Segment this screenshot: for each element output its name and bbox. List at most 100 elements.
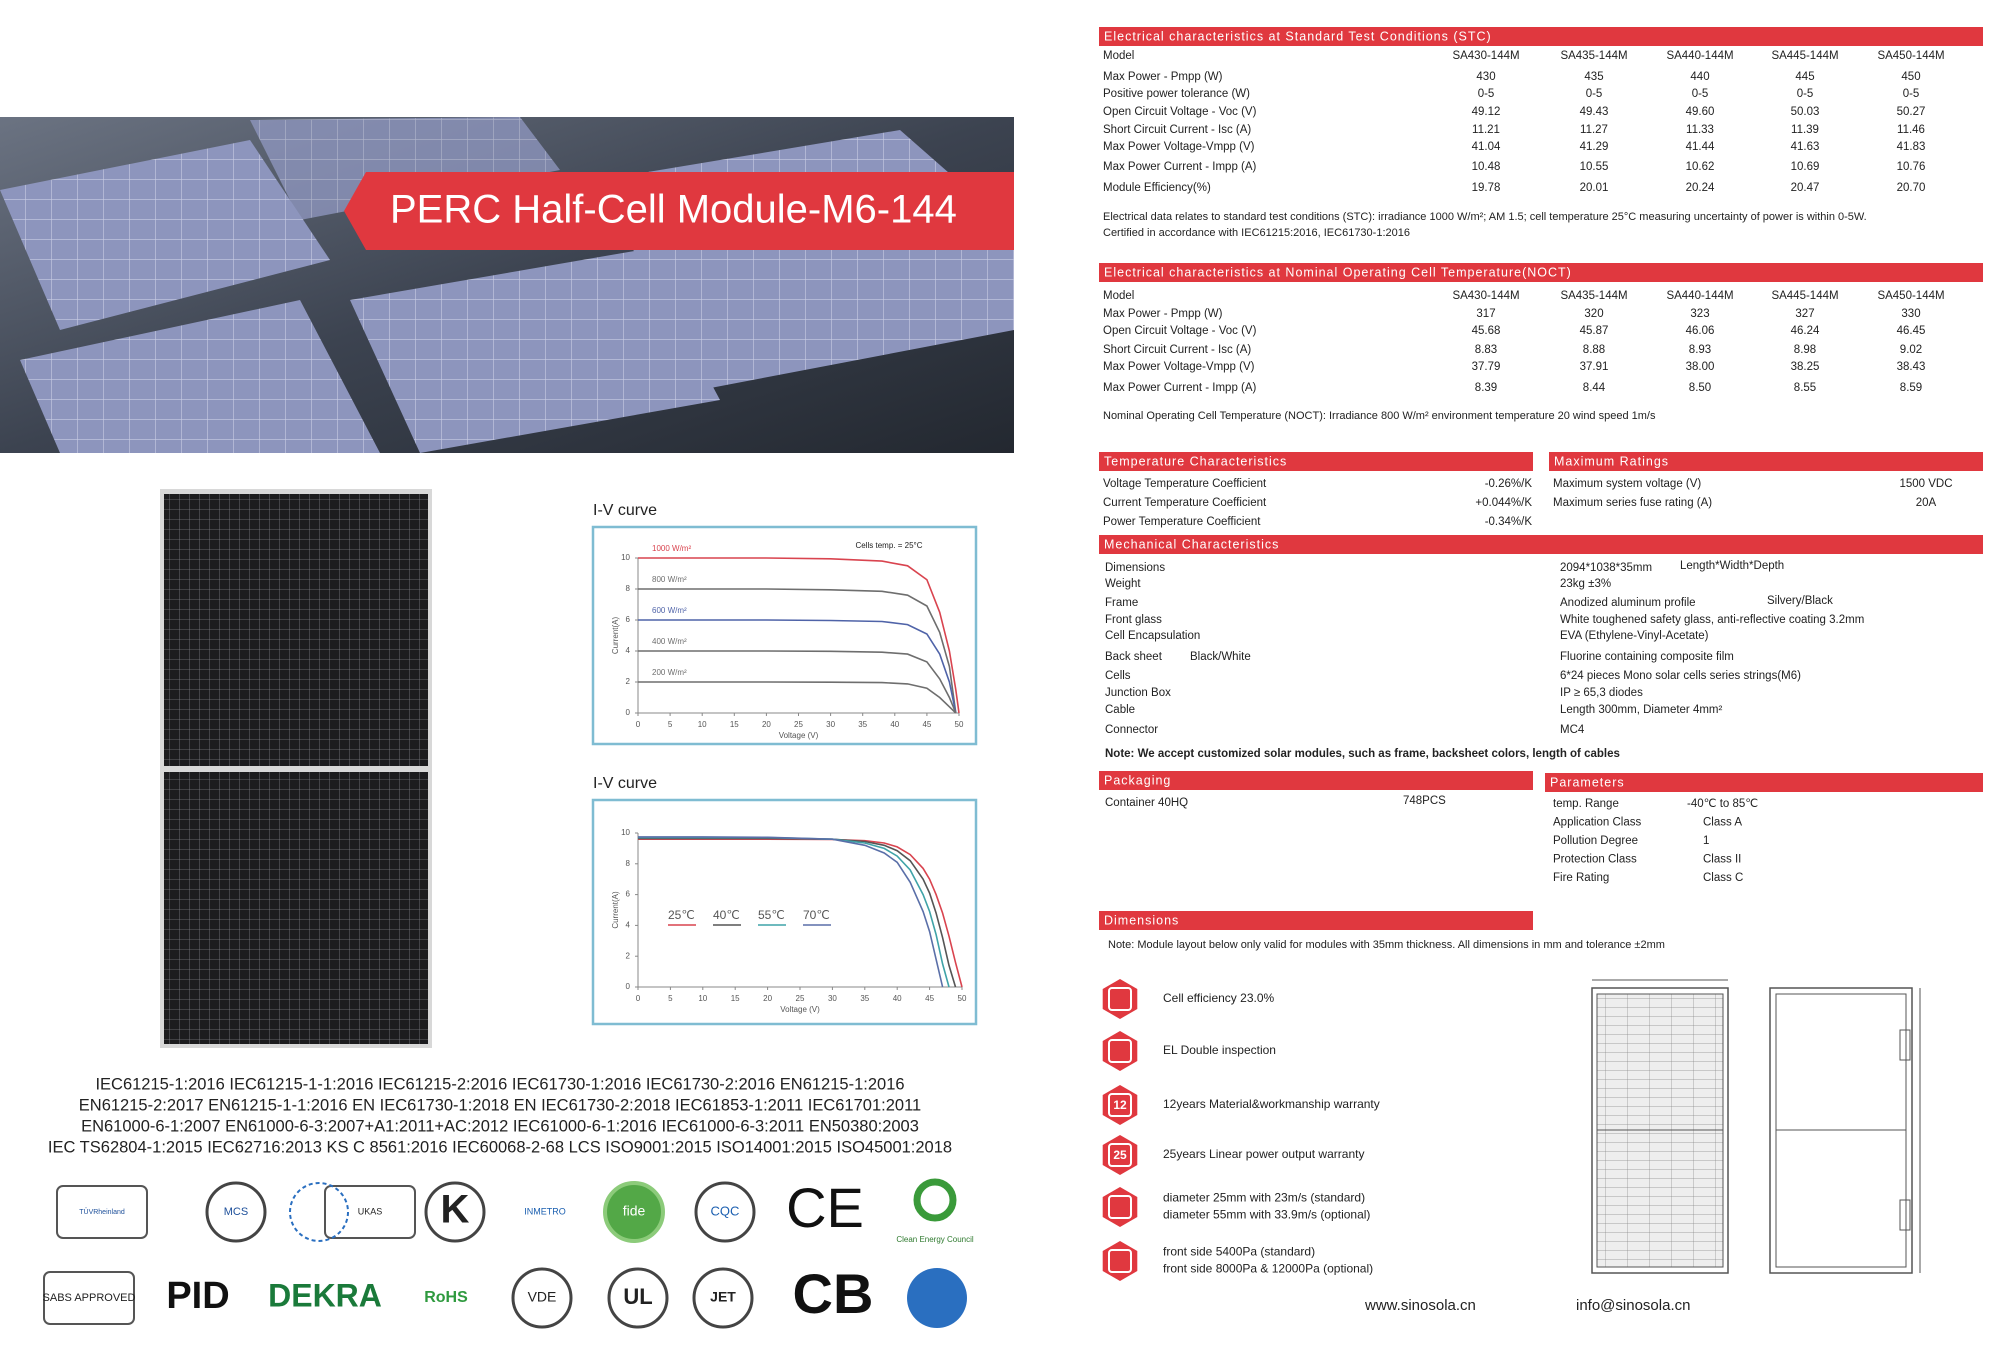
x-tick-label: 20 [762,720,771,729]
logo: K [441,1188,470,1232]
x-tick-label: 45 [925,994,934,1003]
row-label: Cable [1105,704,1135,716]
table-cell: SA430-144M [1452,50,1519,62]
logo: PID [166,1275,229,1317]
y-tick-label: 10 [621,553,630,562]
feature-icon [1102,979,1138,1019]
table-cell: White toughened safety glass, anti-refle… [1560,614,1864,626]
y-tick-label: 10 [621,828,630,837]
y-tick-label: 2 [626,677,631,686]
table-cell: 38.43 [1897,361,1926,373]
section-header [1099,263,1983,282]
row-label: Frame [1105,597,1138,609]
row-label: Model [1103,50,1134,62]
photo [0,117,1014,453]
table-cell: 50.27 [1897,106,1926,118]
table-cell: Length*Width*Depth [1680,560,1784,572]
row-note: Black/White [1190,651,1251,663]
section-title: Electrical characteristics at Nominal Op… [1104,265,1572,279]
feature-text: 25years Linear power output warranty [1163,1147,1364,1161]
y-tick-label: 6 [626,615,631,624]
row-label: Application Class [1553,817,1641,829]
table-cell: Class II [1703,854,1741,866]
table-cell: 8.98 [1794,344,1816,356]
legend-label: 200 W/m² [652,668,687,677]
logo-frame [603,1181,665,1243]
curve [638,681,957,714]
banner-title: PERC Half-Cell Module-M6-144 [390,188,957,232]
table-cell: 11.39 [1791,124,1819,136]
table-cell: -40℃ to 85℃ [1687,798,1758,810]
note: Note: We accept customized solar modules… [1105,748,1620,760]
footer-website: www.sinosola.cn [1364,1297,1476,1314]
table-cell: 10.76 [1897,161,1926,173]
table-cell: EVA (Ethylene-Vinyl-Acetate) [1560,630,1709,642]
x-tick-label: 0 [636,994,641,1003]
curve [638,588,957,714]
x-tick-label: 45 [922,720,931,729]
row-label: Power Temperature Coefficient [1103,516,1261,528]
section-title: Maximum Ratings [1554,454,1669,468]
chart-frame [591,525,978,746]
table-cell: 9.02 [1900,344,1922,356]
table-cell: 8.59 [1900,382,1922,394]
table-cell: Fluorine containing composite film [1560,651,1734,663]
table-cell: 440 [1690,71,1709,83]
curve [638,836,944,988]
table-cell: 46.24 [1791,325,1820,337]
table-cell: 0-5 [1478,88,1495,100]
row-label: Max Power Current - Impp (A) [1103,382,1257,394]
table-cell: SA440-144M [1666,50,1733,62]
y-tick-label: 6 [626,890,631,899]
table-cell: 20.70 [1897,182,1926,194]
table-cell: 41.29 [1580,141,1609,153]
table-cell: 46.45 [1897,325,1926,337]
feature-text: Cell efficiency 23.0% [1163,991,1275,1005]
table-cell: 435 [1584,71,1603,83]
table-cell: 37.79 [1472,361,1501,373]
logo: Clean Energy Council [896,1235,974,1244]
row-label: Open Circuit Voltage - Voc (V) [1103,325,1257,337]
table-cell: SA450-144M [1877,290,1944,302]
feature-icon [1102,1241,1138,1281]
row-label: Front glass [1105,614,1162,626]
section-title: Dimensions [1104,913,1179,927]
table-cell: SA445-144M [1771,290,1838,302]
x-tick-label: 15 [730,720,739,729]
feature-icon-inner [1108,1249,1132,1273]
feature-text: EL Double inspection [1163,1043,1276,1057]
logo-seal [289,1182,349,1242]
table-cell: SA440-144M [1666,290,1733,302]
table-cell: 37.91 [1580,361,1609,373]
legend-label: 800 W/m² [652,575,687,584]
table-cell: 1500 VDC [1899,478,1952,490]
row-label: Max Power - Pmpp (W) [1103,308,1223,320]
table-cell: 323 [1690,308,1709,320]
x-tick-label: 35 [860,994,869,1003]
certification-line: EN61000-6-1:2007 EN61000-6-3:2007+A1:201… [81,1117,919,1135]
logo-frame [607,1267,669,1329]
dimension-drawing [1591,979,1921,1274]
logo: VDE [528,1289,557,1305]
table-cell: 10.48 [1472,161,1501,173]
certification-line: IEC TS62804-1:2015 IEC62716:2013 KS C 85… [48,1138,952,1156]
legend-label: 55℃ [758,908,785,922]
table-cell: 10.55 [1580,161,1609,173]
row-label: Model [1103,290,1134,302]
row-label: Module Efficiency(%) [1103,182,1211,194]
table-cell: 0-5 [1692,88,1709,100]
x-tick-label: 50 [955,720,964,729]
table-cell: IP ≥ 65,3 diodes [1560,687,1643,699]
chart-title: I-V curve [593,502,657,519]
table-cell: 46.06 [1686,325,1715,337]
x-tick-label: 30 [828,994,837,1003]
row-label: Max Power Current - Impp (A) [1103,161,1257,173]
table-cell: 20A [1916,497,1937,509]
section-header [1549,452,1983,471]
row-label: Fire Rating [1553,872,1609,884]
logo: CE [786,1176,864,1239]
table-cell: -0.26%/K [1485,478,1533,490]
logo: CB [793,1262,874,1325]
feature-icon-inner [1108,1039,1132,1063]
table-cell: 0-5 [1797,88,1814,100]
